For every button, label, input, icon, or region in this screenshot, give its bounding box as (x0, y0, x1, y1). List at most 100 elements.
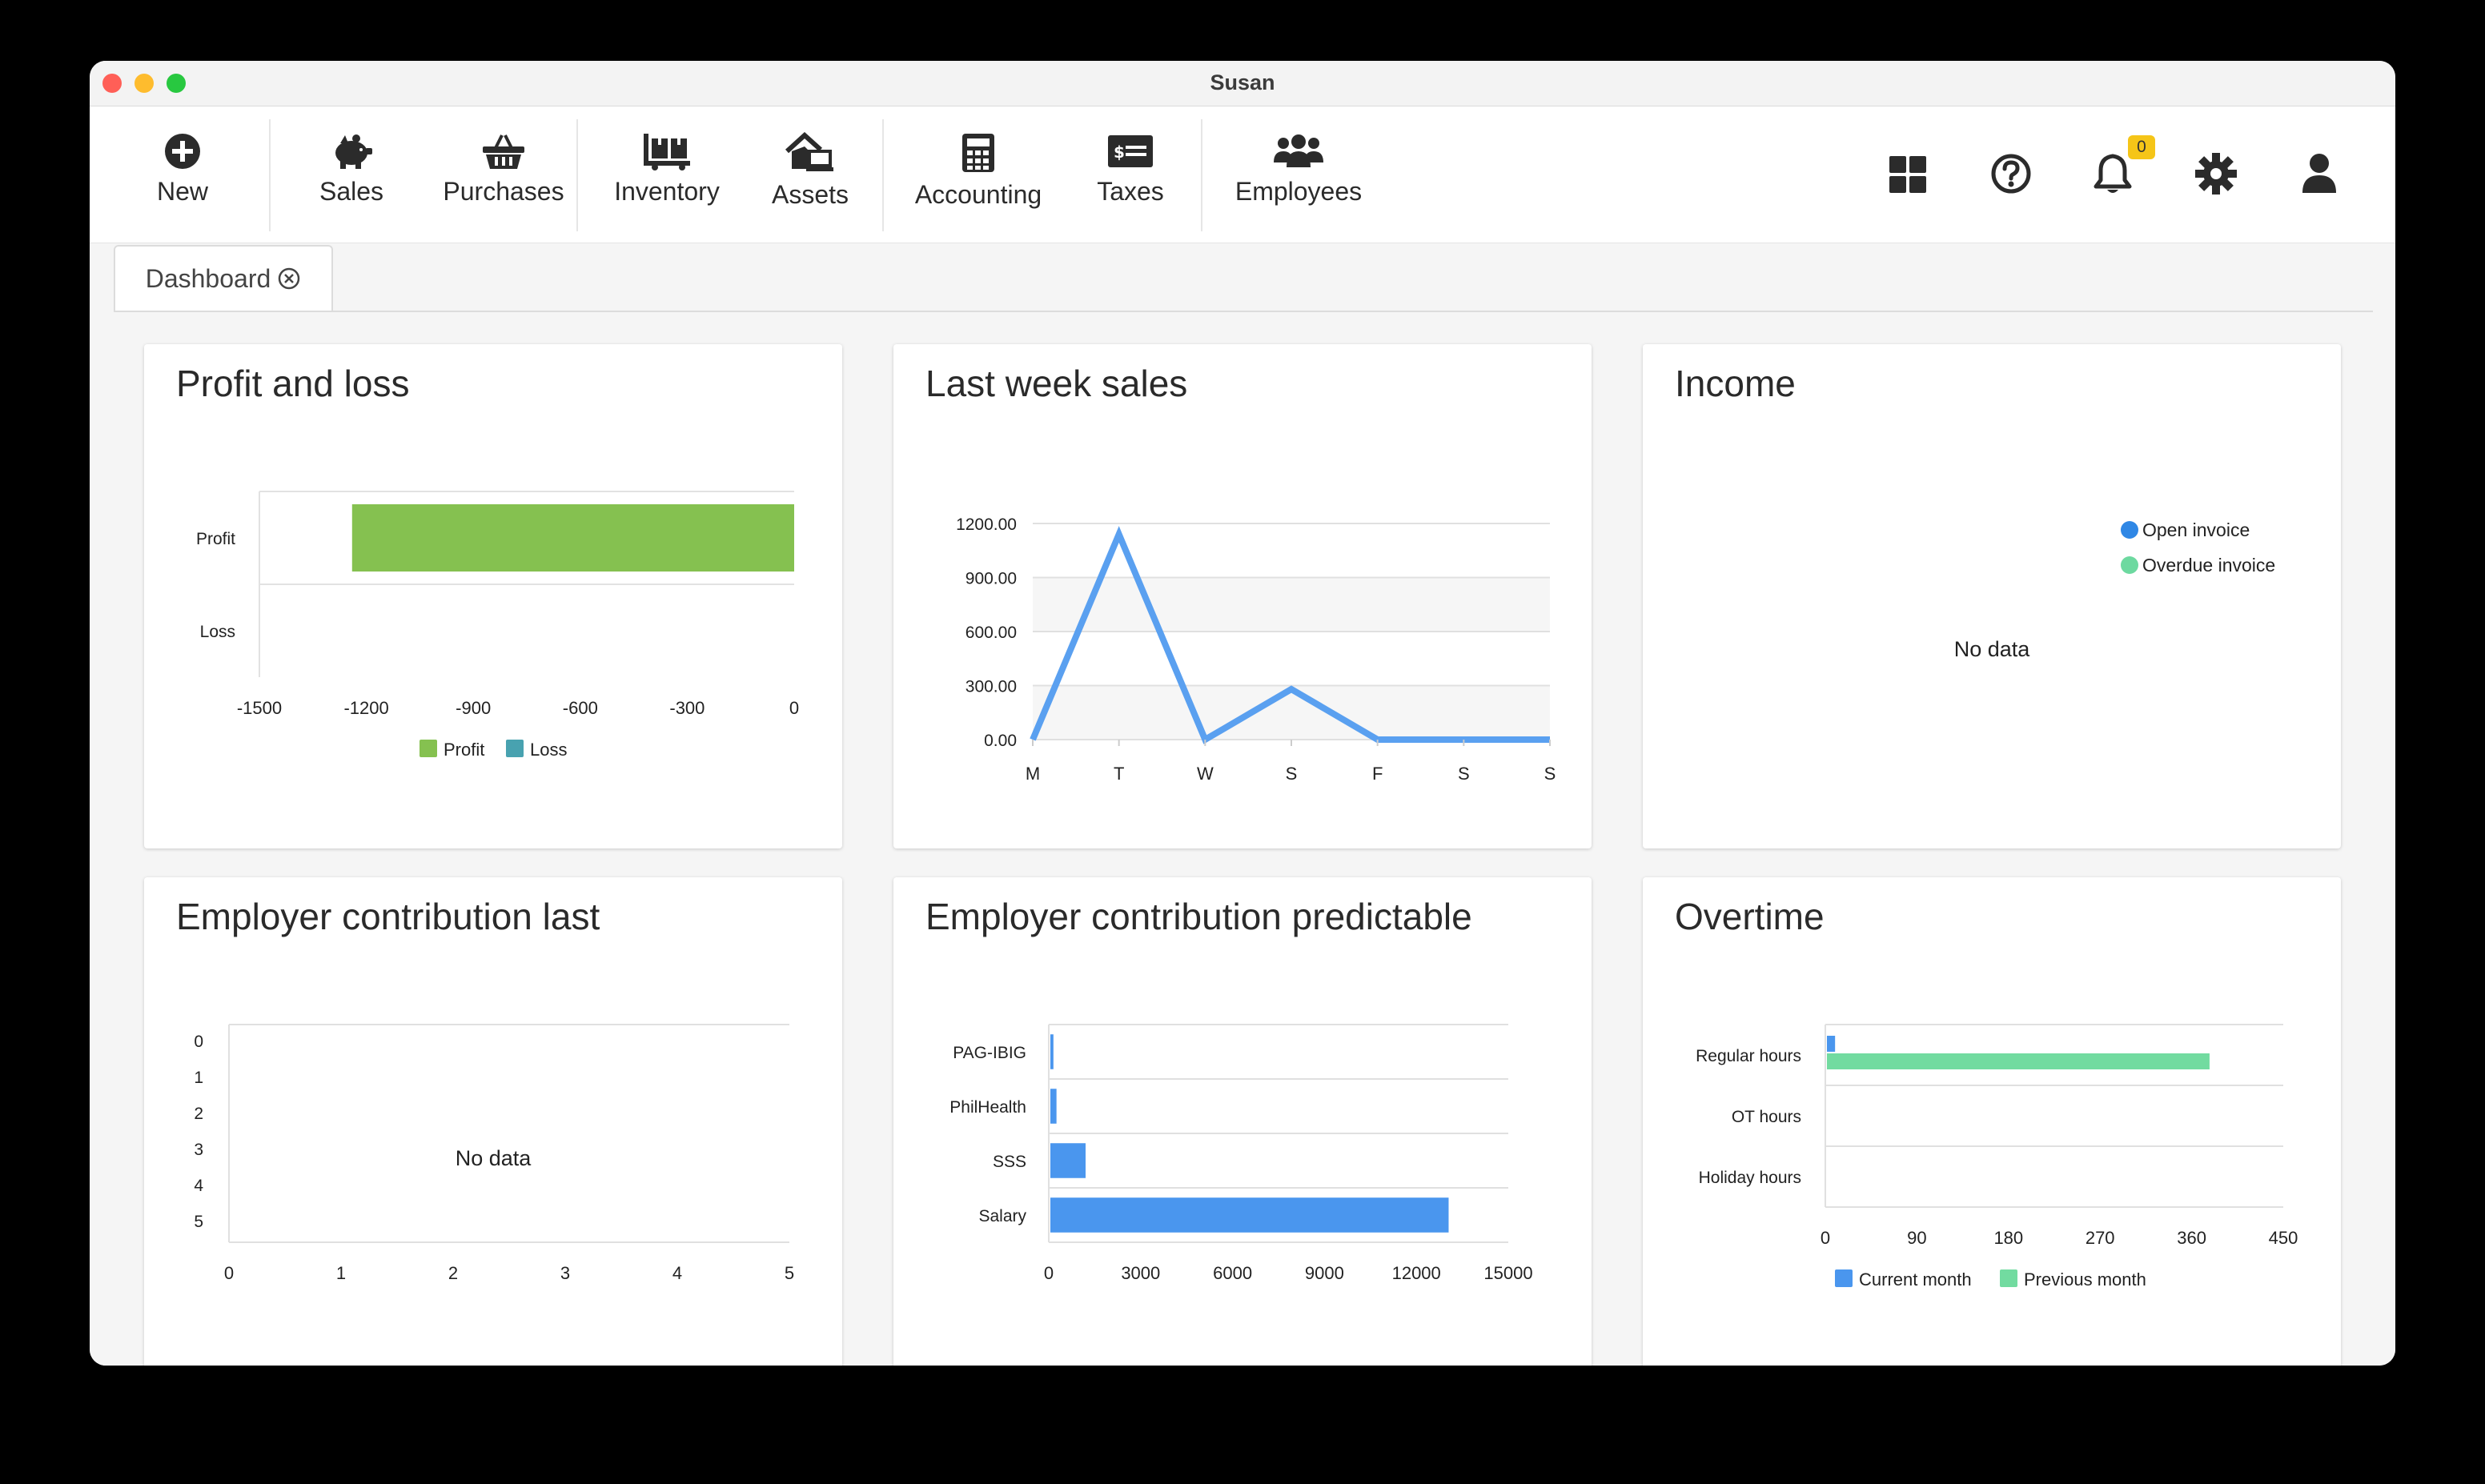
legend-label: Overdue invoice (2142, 555, 2275, 576)
bar-current-month (1827, 1036, 1836, 1052)
toolbar-inventory-button[interactable]: Inventory (599, 106, 735, 243)
toolbar-taxes-label: Taxes (1097, 177, 1164, 206)
user-icon[interactable] (2301, 153, 2338, 195)
legend-dot (2121, 556, 2138, 574)
x-tick-label: 0 (1821, 1228, 1830, 1248)
x-tick-label: -600 (563, 698, 598, 718)
x-tick-label: -1200 (343, 698, 388, 718)
x-tick-label: 2 (448, 1263, 458, 1283)
x-tick-label: 3000 (1121, 1263, 1160, 1283)
y-tick-label: 900.00 (965, 570, 1017, 588)
x-tick-label: 0 (224, 1263, 234, 1283)
y-tick-label: Salary (978, 1207, 1026, 1225)
x-tick-label: 0 (1044, 1263, 1054, 1283)
x-tick-label: 9000 (1305, 1263, 1344, 1283)
x-tick-label: 15000 (1483, 1263, 1532, 1283)
tab-bar: Dashboard (114, 243, 2373, 312)
legend-label: Loss (530, 740, 567, 760)
app-window: Susan New Sales (90, 61, 2395, 1366)
users-icon (1274, 134, 1323, 167)
x-tick-label: 6000 (1213, 1263, 1252, 1283)
toolbar-purchases-label: Purchases (443, 177, 564, 206)
y-tick-label: PhilHealth (949, 1098, 1026, 1117)
plus-circle-icon (165, 134, 200, 169)
y-tick-label: 300.00 (965, 678, 1017, 696)
toolbar-assets-button[interactable]: Assets (754, 106, 866, 243)
x-tick-label: -900 (456, 698, 491, 718)
close-window-button[interactable] (102, 74, 122, 93)
legend-label: Previous month (2024, 1269, 2146, 1289)
legend-swatch (1835, 1269, 1853, 1287)
x-tick-label: 450 (2269, 1228, 2298, 1248)
y-tick-label: OT hours (1732, 1108, 1801, 1126)
no-data-text: No data (1954, 637, 2031, 661)
toolbar-accounting-button[interactable]: Accounting (898, 106, 1058, 243)
x-tick-label: 4 (672, 1263, 682, 1283)
last-week-sales-card: Last week sales 0.00 300.00 600.00 900.00 12… (893, 344, 1592, 848)
toolbar-employees-label: Employees (1234, 177, 1363, 206)
toolbar-separator (576, 119, 578, 231)
x-tick-label: S (1544, 764, 1556, 784)
toolbar-assets-label: Assets (771, 180, 849, 209)
profit-and-loss-chart: Profit Loss -1500 -1200 -900 -600 -300 0 Profit L… (196, 491, 799, 760)
close-circle-icon[interactable] (277, 267, 301, 291)
card-title: Profit and loss (176, 363, 410, 404)
toolbar-inventory-label: Inventory (614, 177, 720, 206)
y-tick-label: 0.00 (984, 732, 1017, 750)
toolbar-sales-button[interactable]: Sales (299, 106, 403, 243)
grid-band (1033, 577, 1550, 632)
x-tick-label: -300 (669, 698, 705, 718)
bar-profit (351, 504, 795, 572)
toolbar-taxes-button[interactable]: $ Taxes (1082, 106, 1178, 243)
card-title: Income (1675, 363, 1796, 404)
house-laptop-icon (785, 132, 833, 171)
overtime-card: Overtime Regular hours OT hours Holiday ho… (1643, 877, 2341, 1366)
x-tick-label: 90 (1907, 1228, 1926, 1248)
toolbar-employees-button[interactable]: Employees (1218, 106, 1379, 243)
x-tick-label: T (1114, 764, 1124, 784)
y-tick-label: Holiday hours (1699, 1169, 1801, 1187)
legend-label: Current month (1859, 1269, 1972, 1289)
x-tick-label: 12000 (1392, 1263, 1441, 1283)
no-data-text: No data (456, 1146, 532, 1170)
gear-icon[interactable] (2195, 153, 2237, 195)
help-icon[interactable] (1990, 153, 2032, 195)
legend-swatch (420, 740, 437, 757)
dolly-boxes-icon (644, 134, 690, 170)
x-tick-label: 0 (789, 698, 799, 718)
toolbar-separator (269, 119, 271, 231)
tab-dashboard[interactable]: Dashboard (114, 245, 333, 311)
x-tick-label: 1 (336, 1263, 346, 1283)
minimize-window-button[interactable] (134, 74, 154, 93)
legend-swatch (2000, 1269, 2017, 1287)
bar-sss (1050, 1143, 1086, 1178)
title-bar: Susan (90, 61, 2395, 106)
zoom-window-button[interactable] (167, 74, 186, 93)
y-tick-label: 5 (194, 1213, 203, 1231)
bar-philhealth (1050, 1089, 1057, 1124)
y-tick-label: 600.00 (965, 624, 1017, 642)
toolbar-accounting-label: Accounting (914, 180, 1042, 209)
x-tick-label: 360 (2177, 1228, 2206, 1248)
x-tick-label: 5 (785, 1263, 794, 1283)
last-week-sales-chart: 0.00 300.00 600.00 900.00 1200.00 M T W S F S S (956, 515, 1556, 784)
y-tick-label: 2 (194, 1105, 203, 1123)
x-tick-label: 3 (560, 1263, 570, 1283)
bell-icon[interactable] (2093, 153, 2133, 196)
calculator-icon (962, 134, 994, 172)
toolbar-new-button[interactable]: New (138, 106, 227, 243)
money-check-icon: $ (1108, 135, 1153, 167)
x-tick-label: S (1286, 764, 1298, 784)
x-tick-label: 180 (1993, 1228, 2023, 1248)
card-title: Last week sales (925, 363, 1188, 404)
y-tick-label: SSS (993, 1153, 1026, 1171)
card-title: Overtime (1675, 896, 1825, 937)
employer-contribution-last-card: Employer contribution last 0 1 2 3 4 5 0 1 2 3 4 5 N… (144, 877, 842, 1366)
svg-text:$: $ (1114, 142, 1125, 162)
y-tick-label: 1200.00 (956, 515, 1017, 534)
toolbar-separator (882, 119, 884, 231)
grid-icon[interactable] (1888, 154, 1928, 195)
legend-label: Open invoice (2142, 519, 2250, 540)
y-tick-label: 0 (194, 1033, 203, 1051)
toolbar-purchases-button[interactable]: Purchases (428, 106, 580, 243)
